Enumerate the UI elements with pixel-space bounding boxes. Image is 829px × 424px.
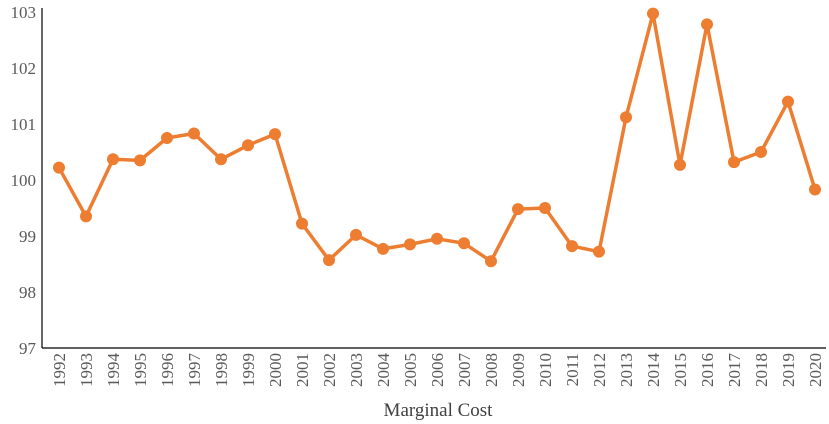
y-tick-label: 102 xyxy=(11,59,37,78)
data-point-2000 xyxy=(269,128,281,141)
y-tick-label: 97 xyxy=(19,339,37,358)
data-point-1993 xyxy=(80,210,92,223)
x-tick-label: 1997 xyxy=(185,353,204,388)
y-tick-label: 101 xyxy=(11,115,37,134)
x-tick-label: 2001 xyxy=(293,353,312,387)
y-tick-label: 100 xyxy=(11,171,37,190)
x-tick-label: 2016 xyxy=(698,353,717,387)
data-point-2018 xyxy=(755,146,767,158)
x-tick-label: 2011 xyxy=(563,353,582,386)
x-tick-label: 2018 xyxy=(752,353,771,387)
y-axis-tick-labels: 97 98 99 100 101 102 103 xyxy=(11,3,37,358)
y-tick-label: 98 xyxy=(19,283,36,302)
x-tick-label: 2007 xyxy=(455,353,474,388)
x-tick-label: 1999 xyxy=(239,353,258,387)
data-point-2004 xyxy=(377,242,389,255)
x-tick-label: 1994 xyxy=(104,353,123,388)
x-axis-title: Marginal Cost xyxy=(384,400,494,421)
data-point-1998 xyxy=(215,153,227,166)
x-tick-label: 2013 xyxy=(617,353,636,387)
data-point-2010 xyxy=(539,202,551,214)
data-point-2002 xyxy=(323,254,335,267)
data-point-2001 xyxy=(296,217,308,230)
data-point-2015 xyxy=(674,158,686,171)
x-tick-label: 1995 xyxy=(131,353,150,387)
x-tick-label: 1993 xyxy=(77,353,96,387)
x-tick-label: 2005 xyxy=(401,353,420,387)
x-tick-label: 2010 xyxy=(536,353,555,387)
data-point-1999 xyxy=(242,139,254,152)
data-point-2017 xyxy=(728,156,740,169)
x-tick-label: 2019 xyxy=(779,353,798,387)
x-tick-label: 1992 xyxy=(50,353,69,387)
x-tick-label: 2014 xyxy=(644,353,663,388)
x-tick-label: 2015 xyxy=(671,353,690,387)
data-point-2009 xyxy=(512,203,524,216)
data-point-1996 xyxy=(161,132,173,144)
data-point-2006 xyxy=(431,232,443,245)
x-axis-tick-labels: 1992 1993 1994 1995 1996 1997 1998 1999 2000 2001… xyxy=(50,353,825,388)
x-tick-label: 2012 xyxy=(590,353,609,387)
data-point-2008 xyxy=(485,255,497,268)
data-point-2005 xyxy=(404,238,416,251)
data-point-1994 xyxy=(107,153,119,166)
data-point-2003 xyxy=(350,228,362,241)
data-point-2007 xyxy=(458,237,470,250)
x-tick-label: 2004 xyxy=(374,353,393,388)
y-tick-label: 103 xyxy=(11,3,37,22)
data-point-1995 xyxy=(134,154,146,167)
data-point-2013 xyxy=(620,111,632,124)
x-tick-label: 1998 xyxy=(212,353,231,387)
x-tick-label: 1996 xyxy=(158,353,177,387)
data-point-2012 xyxy=(593,245,605,258)
x-tick-label: 2003 xyxy=(347,353,366,387)
x-tick-label: 2020 xyxy=(806,353,825,387)
data-point-2020 xyxy=(809,183,821,196)
data-point-2011 xyxy=(566,240,578,253)
data-point-2019 xyxy=(782,95,794,108)
x-tick-label: 2008 xyxy=(482,353,501,387)
x-tick-label: 2009 xyxy=(509,353,528,387)
x-tick-label: 2000 xyxy=(266,353,285,387)
data-point-2016 xyxy=(701,18,713,31)
data-point-1997 xyxy=(188,127,200,140)
x-tick-label: 2017 xyxy=(725,353,744,388)
x-tick-label: 2002 xyxy=(320,353,339,387)
data-point-1992 xyxy=(53,161,65,174)
data-point-2014 xyxy=(647,7,659,20)
x-tick-label: 2006 xyxy=(428,353,447,387)
y-tick-label: 99 xyxy=(19,227,36,246)
series-group xyxy=(53,7,821,268)
